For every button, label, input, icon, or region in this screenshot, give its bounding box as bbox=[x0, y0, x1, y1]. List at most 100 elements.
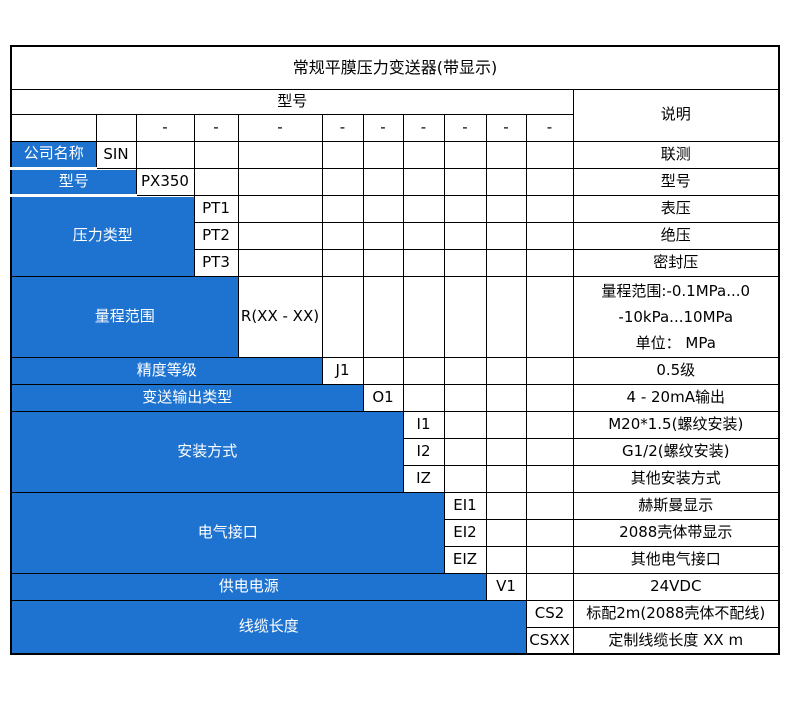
dash-cell: - bbox=[321, 113, 364, 142]
empty-cell bbox=[193, 167, 239, 196]
empty-cell bbox=[237, 167, 323, 196]
desc-ei-other: 其他电气接口 bbox=[572, 545, 780, 574]
code-o1: O1 bbox=[362, 383, 404, 412]
desc-power: 24VDC bbox=[572, 572, 780, 601]
empty-cell bbox=[321, 248, 364, 277]
label-cable-length: 线缆长度 bbox=[10, 599, 527, 655]
empty-cell bbox=[402, 140, 445, 169]
empty-cell bbox=[10, 113, 97, 142]
desc-gauge-pressure: 表压 bbox=[572, 194, 780, 223]
empty-cell bbox=[321, 140, 364, 169]
desc-accuracy: 0.5级 bbox=[572, 356, 780, 385]
empty-cell bbox=[193, 140, 239, 169]
code-cs2: CS2 bbox=[525, 599, 574, 628]
label-accuracy: 精度等级 bbox=[10, 356, 323, 385]
empty-cell bbox=[525, 518, 574, 547]
dash-cell: - bbox=[193, 113, 239, 142]
empty-cell bbox=[362, 275, 404, 358]
empty-cell bbox=[362, 248, 404, 277]
label-model: 型号 bbox=[10, 167, 137, 197]
empty-cell bbox=[321, 167, 364, 196]
empty-cell bbox=[485, 464, 527, 493]
code-i2: I2 bbox=[402, 437, 445, 466]
dash-cell: - bbox=[485, 113, 527, 142]
empty-cell bbox=[485, 221, 527, 250]
desc-cable-standard: 标配2m(2088壳体不配线) bbox=[572, 599, 780, 628]
code-i1: I1 bbox=[402, 410, 445, 439]
empty-cell bbox=[525, 356, 574, 385]
desc-ei-hirschmann: 赫斯曼显示 bbox=[572, 491, 780, 520]
desc-ei-2088: 2088壳体带显示 bbox=[572, 518, 780, 547]
empty-cell bbox=[525, 140, 574, 169]
code-ei2: EI2 bbox=[443, 518, 487, 547]
empty-cell bbox=[525, 383, 574, 412]
dash-cell: - bbox=[443, 113, 487, 142]
code-pt3: PT3 bbox=[193, 248, 239, 277]
label-power-supply: 供电电源 bbox=[10, 572, 487, 601]
empty-cell bbox=[443, 356, 487, 385]
empty-cell bbox=[525, 248, 574, 277]
desc-range: 量程范围:-0.1MPa...0 -10kPa...10MPa 单位： MPa bbox=[572, 275, 780, 358]
label-output-type: 变送输出类型 bbox=[10, 383, 364, 412]
empty-cell bbox=[485, 518, 527, 547]
label-electrical-interface: 电气接口 bbox=[10, 491, 445, 574]
empty-cell bbox=[443, 248, 487, 277]
empty-cell bbox=[402, 167, 445, 196]
label-company-name: 公司名称 bbox=[10, 140, 97, 170]
dash-cell: - bbox=[135, 113, 195, 142]
empty-cell bbox=[485, 275, 527, 358]
empty-cell bbox=[237, 221, 323, 250]
empty-cell bbox=[525, 221, 574, 250]
empty-cell bbox=[525, 545, 574, 574]
empty-cell bbox=[402, 248, 445, 277]
empty-cell bbox=[237, 140, 323, 169]
label-installation: 安装方式 bbox=[10, 410, 404, 493]
empty-cell bbox=[485, 194, 527, 223]
desc-install-g12: G1/2(螺纹安装) bbox=[572, 437, 780, 466]
desc-cable-custom: 定制线缆长度 XX m bbox=[572, 626, 780, 655]
code-iz: IZ bbox=[402, 464, 445, 493]
desc-range-line1: 量程范围:-0.1MPa...0 bbox=[601, 281, 751, 300]
empty-cell bbox=[362, 194, 404, 223]
empty-cell bbox=[443, 383, 487, 412]
code-pt2: PT2 bbox=[193, 221, 239, 250]
code-range: R(XX - XX) bbox=[237, 275, 323, 358]
empty-cell bbox=[402, 383, 445, 412]
empty-cell bbox=[362, 221, 404, 250]
empty-cell bbox=[237, 194, 323, 223]
empty-cell bbox=[362, 356, 404, 385]
desc-range-line3: 单位： MPa bbox=[635, 333, 716, 352]
empty-cell bbox=[525, 167, 574, 196]
code-ei1: EI1 bbox=[443, 491, 487, 520]
model-header: 型号 bbox=[10, 88, 574, 115]
empty-cell bbox=[362, 140, 404, 169]
dash-cell: - bbox=[525, 113, 574, 142]
empty-cell bbox=[443, 275, 487, 358]
code-j1: J1 bbox=[321, 356, 364, 385]
empty-cell bbox=[525, 194, 574, 223]
empty-cell bbox=[485, 383, 527, 412]
empty-cell bbox=[525, 437, 574, 466]
empty-cell bbox=[402, 356, 445, 385]
empty-cell bbox=[485, 491, 527, 520]
label-range: 量程范围 bbox=[10, 275, 239, 358]
empty-cell bbox=[135, 140, 195, 169]
model-selection-table: 常规平膜压力变送器(带显示) 型号 说明 - - - - - - - - - 公… bbox=[10, 45, 780, 655]
label-pressure-type: 压力类型 bbox=[10, 194, 195, 277]
empty-cell bbox=[237, 248, 323, 277]
empty-cell bbox=[443, 167, 487, 196]
empty-cell bbox=[443, 437, 487, 466]
dash-cell: - bbox=[402, 113, 445, 142]
empty-cell bbox=[443, 221, 487, 250]
desc-company-name: 联测 bbox=[572, 140, 780, 169]
code-v1: V1 bbox=[485, 572, 527, 601]
empty-cell bbox=[443, 140, 487, 169]
desc-model: 型号 bbox=[572, 167, 780, 196]
empty-cell bbox=[362, 167, 404, 196]
empty-cell bbox=[95, 113, 137, 142]
code-csxx: CSXX bbox=[525, 626, 574, 655]
table-title: 常规平膜压力变送器(带显示) bbox=[10, 45, 780, 90]
empty-cell bbox=[485, 437, 527, 466]
empty-cell bbox=[525, 275, 574, 358]
empty-cell bbox=[485, 248, 527, 277]
